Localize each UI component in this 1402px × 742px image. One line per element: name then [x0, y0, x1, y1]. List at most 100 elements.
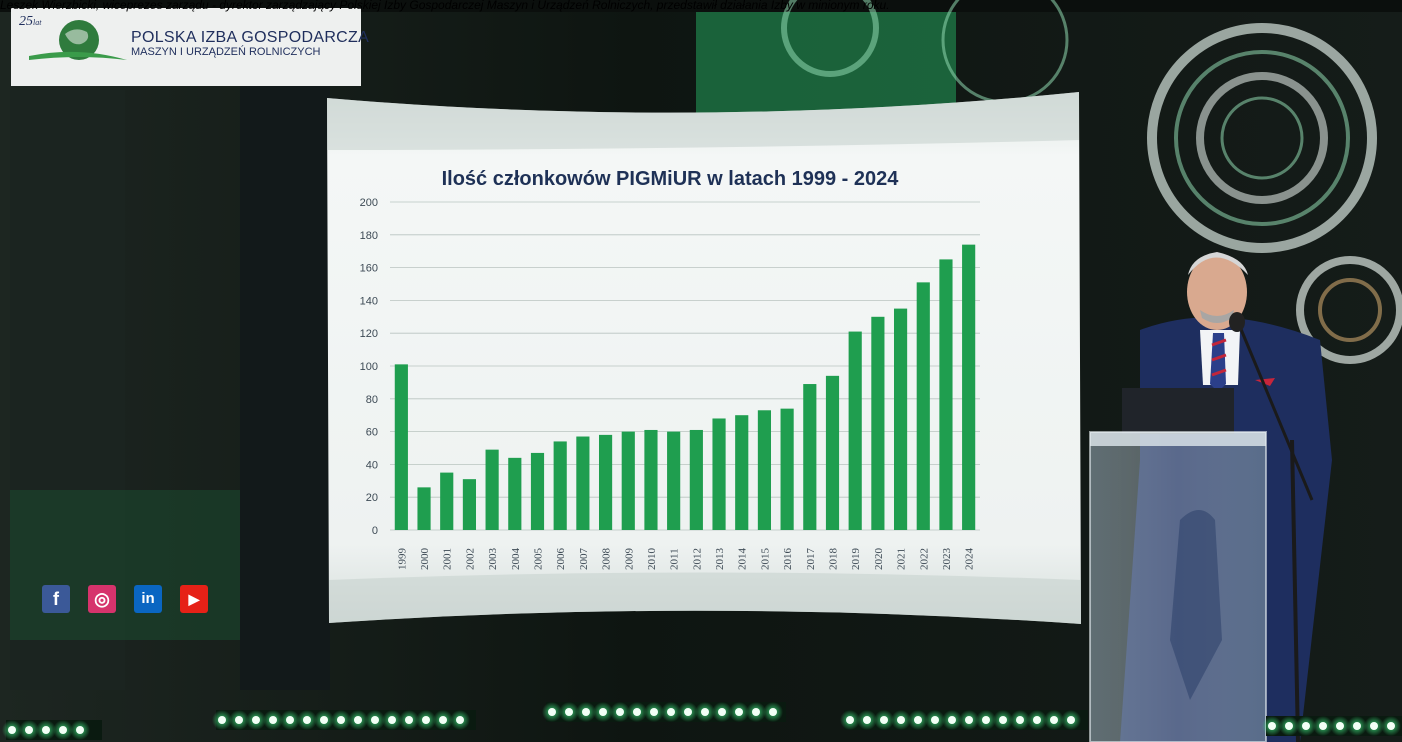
x-tick-label: 1999	[396, 548, 408, 571]
led-light	[1050, 716, 1058, 724]
instagram-icon: ◎	[88, 585, 116, 613]
bar-2004	[508, 457, 522, 530]
x-tick-label: 2017	[805, 548, 817, 571]
led-light	[388, 716, 396, 724]
x-tick-label: 2014	[737, 548, 749, 571]
led-light	[931, 716, 939, 724]
bar-2024	[962, 244, 976, 530]
led-light	[914, 716, 922, 724]
bar-2018	[825, 375, 840, 530]
x-tick-label: 2003	[487, 548, 499, 571]
bar-2016	[780, 408, 794, 530]
y-tick-label: 60	[366, 427, 378, 439]
led-light	[439, 716, 447, 724]
bar-2003	[485, 449, 499, 530]
led-light	[76, 726, 84, 734]
bar-2023	[939, 259, 953, 530]
y-tick-label: 200	[360, 197, 378, 209]
x-tick-label: 2011	[669, 548, 681, 570]
led-light	[1353, 722, 1361, 730]
photo-caption: Leszek Wierzbicki, wiceprezes zarządu - …	[0, 0, 890, 12]
chart-title: Ilość członkowów PIGMiUR w latach 1999 -…	[442, 168, 900, 190]
led-light	[752, 708, 760, 716]
led-light	[252, 716, 260, 724]
bar-2015	[757, 410, 772, 530]
bar-2012	[689, 429, 703, 530]
led-light	[863, 716, 871, 724]
led-light	[1302, 722, 1310, 730]
bar-2017	[803, 384, 817, 530]
x-tick-label: 2001	[442, 548, 454, 570]
bar-2011	[667, 431, 681, 530]
led-light	[880, 716, 888, 724]
x-tick-label: 2009	[623, 548, 635, 571]
led-light	[286, 716, 294, 724]
logo-line-1: POLSKA IZBA GOSPODARCZA	[131, 29, 370, 46]
led-light	[59, 726, 67, 734]
bar-1999	[394, 364, 408, 530]
y-tick-label: 100	[360, 361, 378, 373]
bar-2010	[644, 429, 658, 530]
led-light	[599, 708, 607, 716]
bar-2013	[712, 418, 726, 530]
x-tick-label: 2012	[691, 548, 703, 570]
x-tick-label: 2006	[555, 548, 567, 571]
microphone	[1229, 312, 1314, 742]
led-light	[218, 716, 226, 724]
led-light	[1387, 722, 1395, 730]
bar-2022	[916, 282, 930, 530]
bar-chart: Ilość członkowów PIGMiUR w latach 1999 -…	[360, 168, 980, 570]
led-light	[965, 716, 973, 724]
green-wall-panel	[696, 12, 956, 122]
led-light	[846, 716, 854, 724]
y-tick-label: 120	[360, 328, 378, 340]
x-tick-label: 2004	[510, 548, 522, 571]
wall-panel	[240, 50, 330, 690]
x-tick-label: 2007	[578, 548, 590, 571]
x-tick-label: 2020	[873, 548, 885, 571]
led-light	[25, 726, 33, 734]
y-tick-label: 180	[360, 230, 378, 242]
led-light	[999, 716, 1007, 724]
x-tick-label: 2013	[714, 548, 726, 571]
led-light	[8, 726, 16, 734]
bar-2020	[871, 316, 885, 530]
logo-line-2: MASZYN I URZĄDZEŃ ROLNICZYCH	[131, 46, 321, 58]
facebook-icon: f	[42, 585, 70, 613]
led-light	[684, 708, 692, 716]
bar-2005	[530, 452, 545, 530]
globe-logo-icon	[29, 20, 127, 60]
x-tick-label: 2024	[964, 548, 976, 571]
x-tick-label: 2023	[941, 548, 953, 571]
green-wall-panel	[10, 490, 240, 640]
led-light	[616, 708, 624, 716]
x-tick-label: 2016	[782, 548, 794, 571]
led-light	[718, 708, 726, 716]
led-light	[667, 708, 675, 716]
x-axis-ticks: 1999 2000 2001 2002 2003 2004 2005 2006 2007 2008…	[396, 548, 975, 571]
x-tick-label: 2018	[828, 548, 840, 571]
led-light	[1067, 716, 1075, 724]
bar-2001	[440, 472, 454, 530]
y-tick-label: 40	[366, 459, 378, 471]
led-light	[303, 716, 311, 724]
led-light	[354, 716, 362, 724]
bar-2014	[735, 415, 749, 530]
y-tick-label: 160	[360, 263, 378, 275]
x-tick-label: 2000	[419, 548, 431, 571]
led-light	[582, 708, 590, 716]
led-light	[1033, 716, 1041, 724]
led-light	[769, 708, 777, 716]
y-tick-label: 80	[366, 394, 378, 406]
led-light	[371, 716, 379, 724]
bar-2008	[598, 434, 613, 530]
led-light	[337, 716, 345, 724]
led-light	[565, 708, 573, 716]
bar-2006	[553, 441, 567, 530]
chart-bars	[394, 244, 976, 530]
led-light	[1319, 722, 1327, 730]
glass-podium	[1089, 431, 1267, 742]
led-light	[701, 708, 709, 716]
led-light	[456, 716, 464, 724]
bar-2002	[462, 479, 477, 530]
